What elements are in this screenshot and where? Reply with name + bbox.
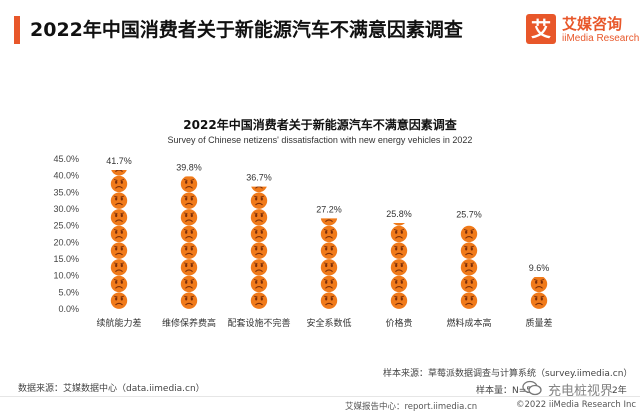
frown-face-icon <box>250 209 268 226</box>
header-bar: 2022年中国消费者关于新能源汽车不满意因素调查 艾 艾媒咨询 iiMedia … <box>0 0 640 60</box>
frown-face-icon <box>250 225 268 243</box>
frown-face-icon <box>111 170 127 176</box>
frown-face-icon <box>460 225 478 243</box>
frown-face-icon <box>390 292 408 309</box>
frown-face-icon <box>530 292 548 309</box>
frown-face-icon <box>110 192 128 209</box>
y-tick-label: 30.0% <box>53 204 79 214</box>
frown-face-icon <box>390 259 408 276</box>
frown-face-icon <box>460 292 478 309</box>
wechat-icon <box>522 380 542 396</box>
frown-face-icon <box>320 292 338 309</box>
y-tick-label: 25.0% <box>53 221 79 231</box>
frown-face-icon <box>180 275 198 293</box>
data-label: 25.8% <box>386 209 412 219</box>
frown-face-icon <box>390 275 408 293</box>
frown-face-icon <box>460 242 478 259</box>
sample-size-note: 样本量：N=5 <box>476 386 532 396</box>
footer-divider <box>0 396 640 397</box>
x-category-label: 燃料成本高 <box>446 317 491 329</box>
frown-face-icon <box>320 259 338 276</box>
frown-face-icon <box>110 292 128 309</box>
frown-face-icon <box>250 259 268 276</box>
frown-face-icon <box>460 275 478 293</box>
frown-face-icon <box>320 225 338 243</box>
y-tick-label: 45.0% <box>53 154 79 164</box>
iimedia-logo: 艾 艾媒咨询 iiMedia Research <box>526 14 639 50</box>
frown-face-icon <box>251 186 267 193</box>
y-tick-label: 0.0% <box>58 304 79 314</box>
sample-size-tail: 2年 <box>612 386 627 396</box>
frown-face-icon <box>390 242 408 259</box>
frown-face-icon <box>110 209 128 226</box>
logo-en-text: iiMedia Research <box>562 33 640 44</box>
frown-face-icon <box>390 225 408 243</box>
y-tick-label: 5.0% <box>58 287 79 297</box>
frown-face-icon <box>110 275 128 293</box>
frown-face-icon <box>320 242 338 259</box>
footer-copyright: ©2022 iiMedia Research Inc <box>516 400 637 410</box>
frown-face-icon <box>180 176 198 193</box>
x-category-label: 价格贵 <box>385 317 412 329</box>
frown-face-icon <box>110 175 128 193</box>
page-title: 2022年中国消费者关于新能源汽车不满意因素调查 <box>30 19 463 41</box>
frown-face-icon <box>180 192 198 209</box>
frown-face-icon <box>460 259 478 276</box>
frown-face-icon <box>180 292 198 309</box>
data-label: 27.2% <box>316 204 342 214</box>
frown-face-icon <box>180 259 198 276</box>
watermark-text: 充电桩视界 <box>548 384 614 399</box>
frown-face-icon <box>250 192 268 209</box>
data-label: 41.7% <box>106 156 132 166</box>
x-category-label: 安全系数低 <box>306 317 351 329</box>
frown-face-icon <box>393 223 405 226</box>
y-tick-label: 35.0% <box>53 187 79 197</box>
frown-face-icon <box>250 292 268 309</box>
data-label: 9.6% <box>529 263 550 273</box>
chart-subtitle: Survey of Chinese netizens' dissatisfact… <box>167 135 473 145</box>
x-category-label: 质量差 <box>525 317 552 329</box>
logo-cn-text: 艾媒咨询 <box>562 15 623 33</box>
x-category-label: 配套设施不完善 <box>227 317 290 329</box>
frown-face-icon <box>110 242 128 259</box>
sample-source-note: 样本来源：草莓派数据调查与计算系统（survey.iimedia.cn） <box>383 369 633 379</box>
frown-face-icon <box>250 242 268 259</box>
y-tick-label: 10.0% <box>53 271 79 281</box>
footer-report-center: 艾媒报告中心：report.iimedia.cn <box>345 402 478 412</box>
data-label: 36.7% <box>246 173 272 183</box>
logo-mark: 艾 <box>526 14 556 44</box>
frown-face-icon <box>180 209 198 226</box>
y-tick-label: 20.0% <box>53 237 79 247</box>
data-label: 25.7% <box>456 209 482 219</box>
frown-face-icon <box>110 225 128 243</box>
data-label: 39.8% <box>176 162 202 172</box>
frown-face-icon <box>320 275 338 293</box>
frown-face-icon <box>180 225 198 243</box>
data-source-note: 数据来源：艾媒数据中心（data.iimedia.cn） <box>18 384 205 394</box>
frown-face-icon <box>250 275 268 293</box>
title-accent-bar <box>14 16 20 44</box>
frown-face-icon <box>180 242 198 259</box>
chart-title: 2022年中国消费者关于新能源汽车不满意因素调查 <box>183 118 457 132</box>
frown-face-icon <box>320 218 338 226</box>
y-tick-label: 40.0% <box>53 171 79 181</box>
x-category-label: 续航能力差 <box>96 317 141 329</box>
frown-face-icon <box>110 259 128 276</box>
y-tick-label: 15.0% <box>53 254 79 264</box>
frown-face-icon <box>530 277 548 293</box>
x-category-label: 维修保养费高 <box>162 317 216 329</box>
